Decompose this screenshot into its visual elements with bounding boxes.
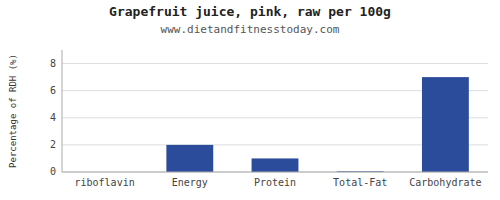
x-tick-label: Total-Fat — [333, 177, 387, 188]
bars — [166, 77, 468, 172]
y-axis-line — [62, 50, 63, 172]
x-axis-line — [62, 172, 488, 173]
chart: Grapefruit juice, pink, raw per 100g www.… — [0, 0, 500, 200]
y-tick-label: 0 — [50, 166, 56, 177]
bar — [422, 77, 469, 172]
bar — [252, 158, 299, 172]
x-tick-label: Energy — [172, 177, 208, 188]
y-tick-label: 2 — [50, 139, 56, 150]
x-tick-label: Protein — [254, 177, 296, 188]
grid-line — [62, 63, 488, 64]
grid — [62, 64, 488, 172]
x-tick-label: riboflavin — [74, 177, 134, 188]
y-tick-label: 4 — [50, 112, 56, 123]
y-axis-label: Percentage of RDH (%) — [8, 54, 18, 168]
grid-line — [62, 172, 488, 173]
title: Grapefruit juice, pink, raw per 100g — [109, 4, 391, 19]
bar — [166, 145, 213, 172]
y-tick-label: 6 — [50, 85, 56, 96]
x-tick-label: Carbohydrate — [409, 177, 481, 188]
subtitle: www.dietandfitnesstoday.com — [161, 23, 340, 36]
y-tick-label: 8 — [50, 58, 56, 69]
